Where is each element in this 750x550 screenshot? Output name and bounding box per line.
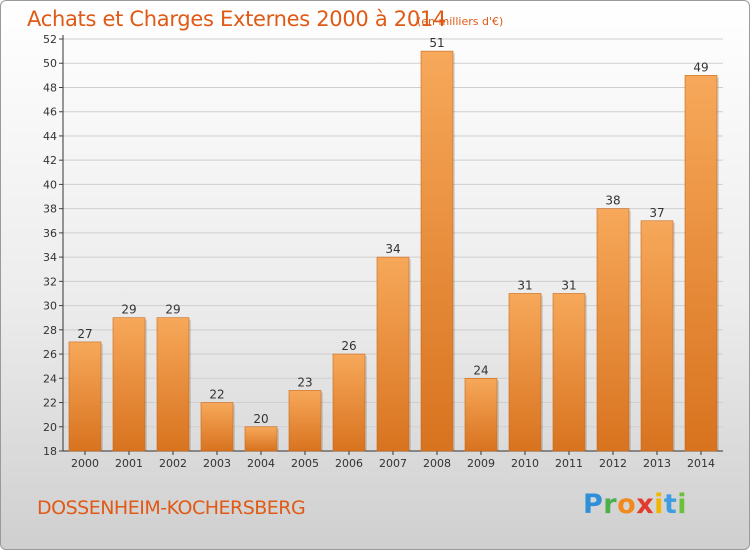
y-tick-label: 32 bbox=[43, 275, 57, 288]
x-tick-label: 2008 bbox=[423, 457, 451, 470]
y-tick-label: 48 bbox=[43, 81, 57, 94]
data-label: 38 bbox=[605, 194, 620, 208]
bars bbox=[68, 50, 719, 452]
data-label: 26 bbox=[341, 339, 356, 353]
y-tick-label: 22 bbox=[43, 397, 57, 410]
x-tick-label: 2007 bbox=[379, 457, 407, 470]
bar-2001 bbox=[112, 317, 146, 452]
y-tick-label: 24 bbox=[43, 372, 57, 385]
bar-2011 bbox=[552, 293, 586, 452]
bar-2010 bbox=[508, 293, 542, 452]
proxiti-logo: Proxiti bbox=[583, 489, 688, 520]
bar-2013 bbox=[640, 220, 674, 452]
bar-2003 bbox=[200, 402, 234, 452]
y-tick-label: 44 bbox=[43, 130, 57, 143]
x-tick-label: 2004 bbox=[247, 457, 275, 470]
x-tick-label: 2013 bbox=[643, 457, 671, 470]
y-tick-label: 38 bbox=[43, 203, 57, 216]
data-label: 20 bbox=[253, 412, 268, 426]
data-label: 29 bbox=[121, 303, 136, 317]
bar-2002 bbox=[156, 317, 190, 452]
y-tick-label: 28 bbox=[43, 324, 57, 337]
bar-2005 bbox=[288, 390, 322, 452]
data-label: 31 bbox=[517, 278, 532, 292]
data-label: 24 bbox=[473, 363, 488, 377]
y-tick-label: 36 bbox=[43, 227, 57, 240]
x-tick-label: 2006 bbox=[335, 457, 363, 470]
data-labels: 27 29 29 22 20 23 26 34 51 24 31 31 38 37 49 bbox=[77, 36, 708, 426]
y-tick-label: 18 bbox=[43, 445, 57, 458]
data-label: 34 bbox=[385, 242, 400, 256]
x-tick-label: 2011 bbox=[555, 457, 583, 470]
x-tick-label: 2003 bbox=[203, 457, 231, 470]
data-label: 23 bbox=[297, 375, 312, 389]
data-label: 49 bbox=[693, 60, 708, 74]
chart-unit: (en milliers d'€) bbox=[417, 15, 504, 28]
data-label: 51 bbox=[429, 36, 444, 50]
bar-2012 bbox=[596, 208, 630, 452]
bar-2009 bbox=[464, 377, 498, 452]
commune-name: DOSSENHEIM-KOCHERSBERG bbox=[37, 497, 306, 519]
data-label: 22 bbox=[209, 388, 224, 402]
data-label: 37 bbox=[649, 206, 664, 220]
bar-2008 bbox=[420, 50, 454, 452]
x-tick-label: 2012 bbox=[599, 457, 627, 470]
x-tick-label: 2002 bbox=[159, 457, 187, 470]
chart-title: Achats et Charges Externes 2000 à 2014 bbox=[27, 7, 447, 31]
x-tick-labels: 2000 2001 2002 2003 2004 2005 2006 2007 2008 2009… bbox=[71, 457, 715, 470]
y-tick-label: 40 bbox=[43, 178, 57, 191]
x-tick-label: 2014 bbox=[687, 457, 715, 470]
y-tick-label: 46 bbox=[43, 106, 57, 119]
x-tick-label: 2000 bbox=[71, 457, 99, 470]
y-tick-label: 52 bbox=[43, 33, 57, 46]
bar-2014 bbox=[684, 75, 718, 452]
x-tick-label: 2005 bbox=[291, 457, 319, 470]
x-tick-label: 2001 bbox=[115, 457, 143, 470]
bar-2004 bbox=[244, 426, 278, 452]
data-label: 29 bbox=[165, 303, 180, 317]
x-tick-label: 2010 bbox=[511, 457, 539, 470]
bar-2000 bbox=[68, 341, 102, 452]
y-tick-label: 50 bbox=[43, 57, 57, 70]
y-tick-label: 26 bbox=[43, 348, 57, 361]
y-tick-label: 30 bbox=[43, 300, 57, 313]
y-tick-label: 20 bbox=[43, 421, 57, 434]
y-tick-labels: 18 20 22 24 26 28 30 32 34 36 38 40 42 44 46 48 50 52 bbox=[43, 33, 57, 458]
x-tick-label: 2009 bbox=[467, 457, 495, 470]
bar-2006 bbox=[332, 353, 366, 452]
y-tick-label: 34 bbox=[43, 251, 57, 264]
data-label: 31 bbox=[561, 278, 576, 292]
y-tick-label: 42 bbox=[43, 154, 57, 167]
data-label: 27 bbox=[77, 327, 92, 341]
bar-2007 bbox=[376, 256, 410, 452]
